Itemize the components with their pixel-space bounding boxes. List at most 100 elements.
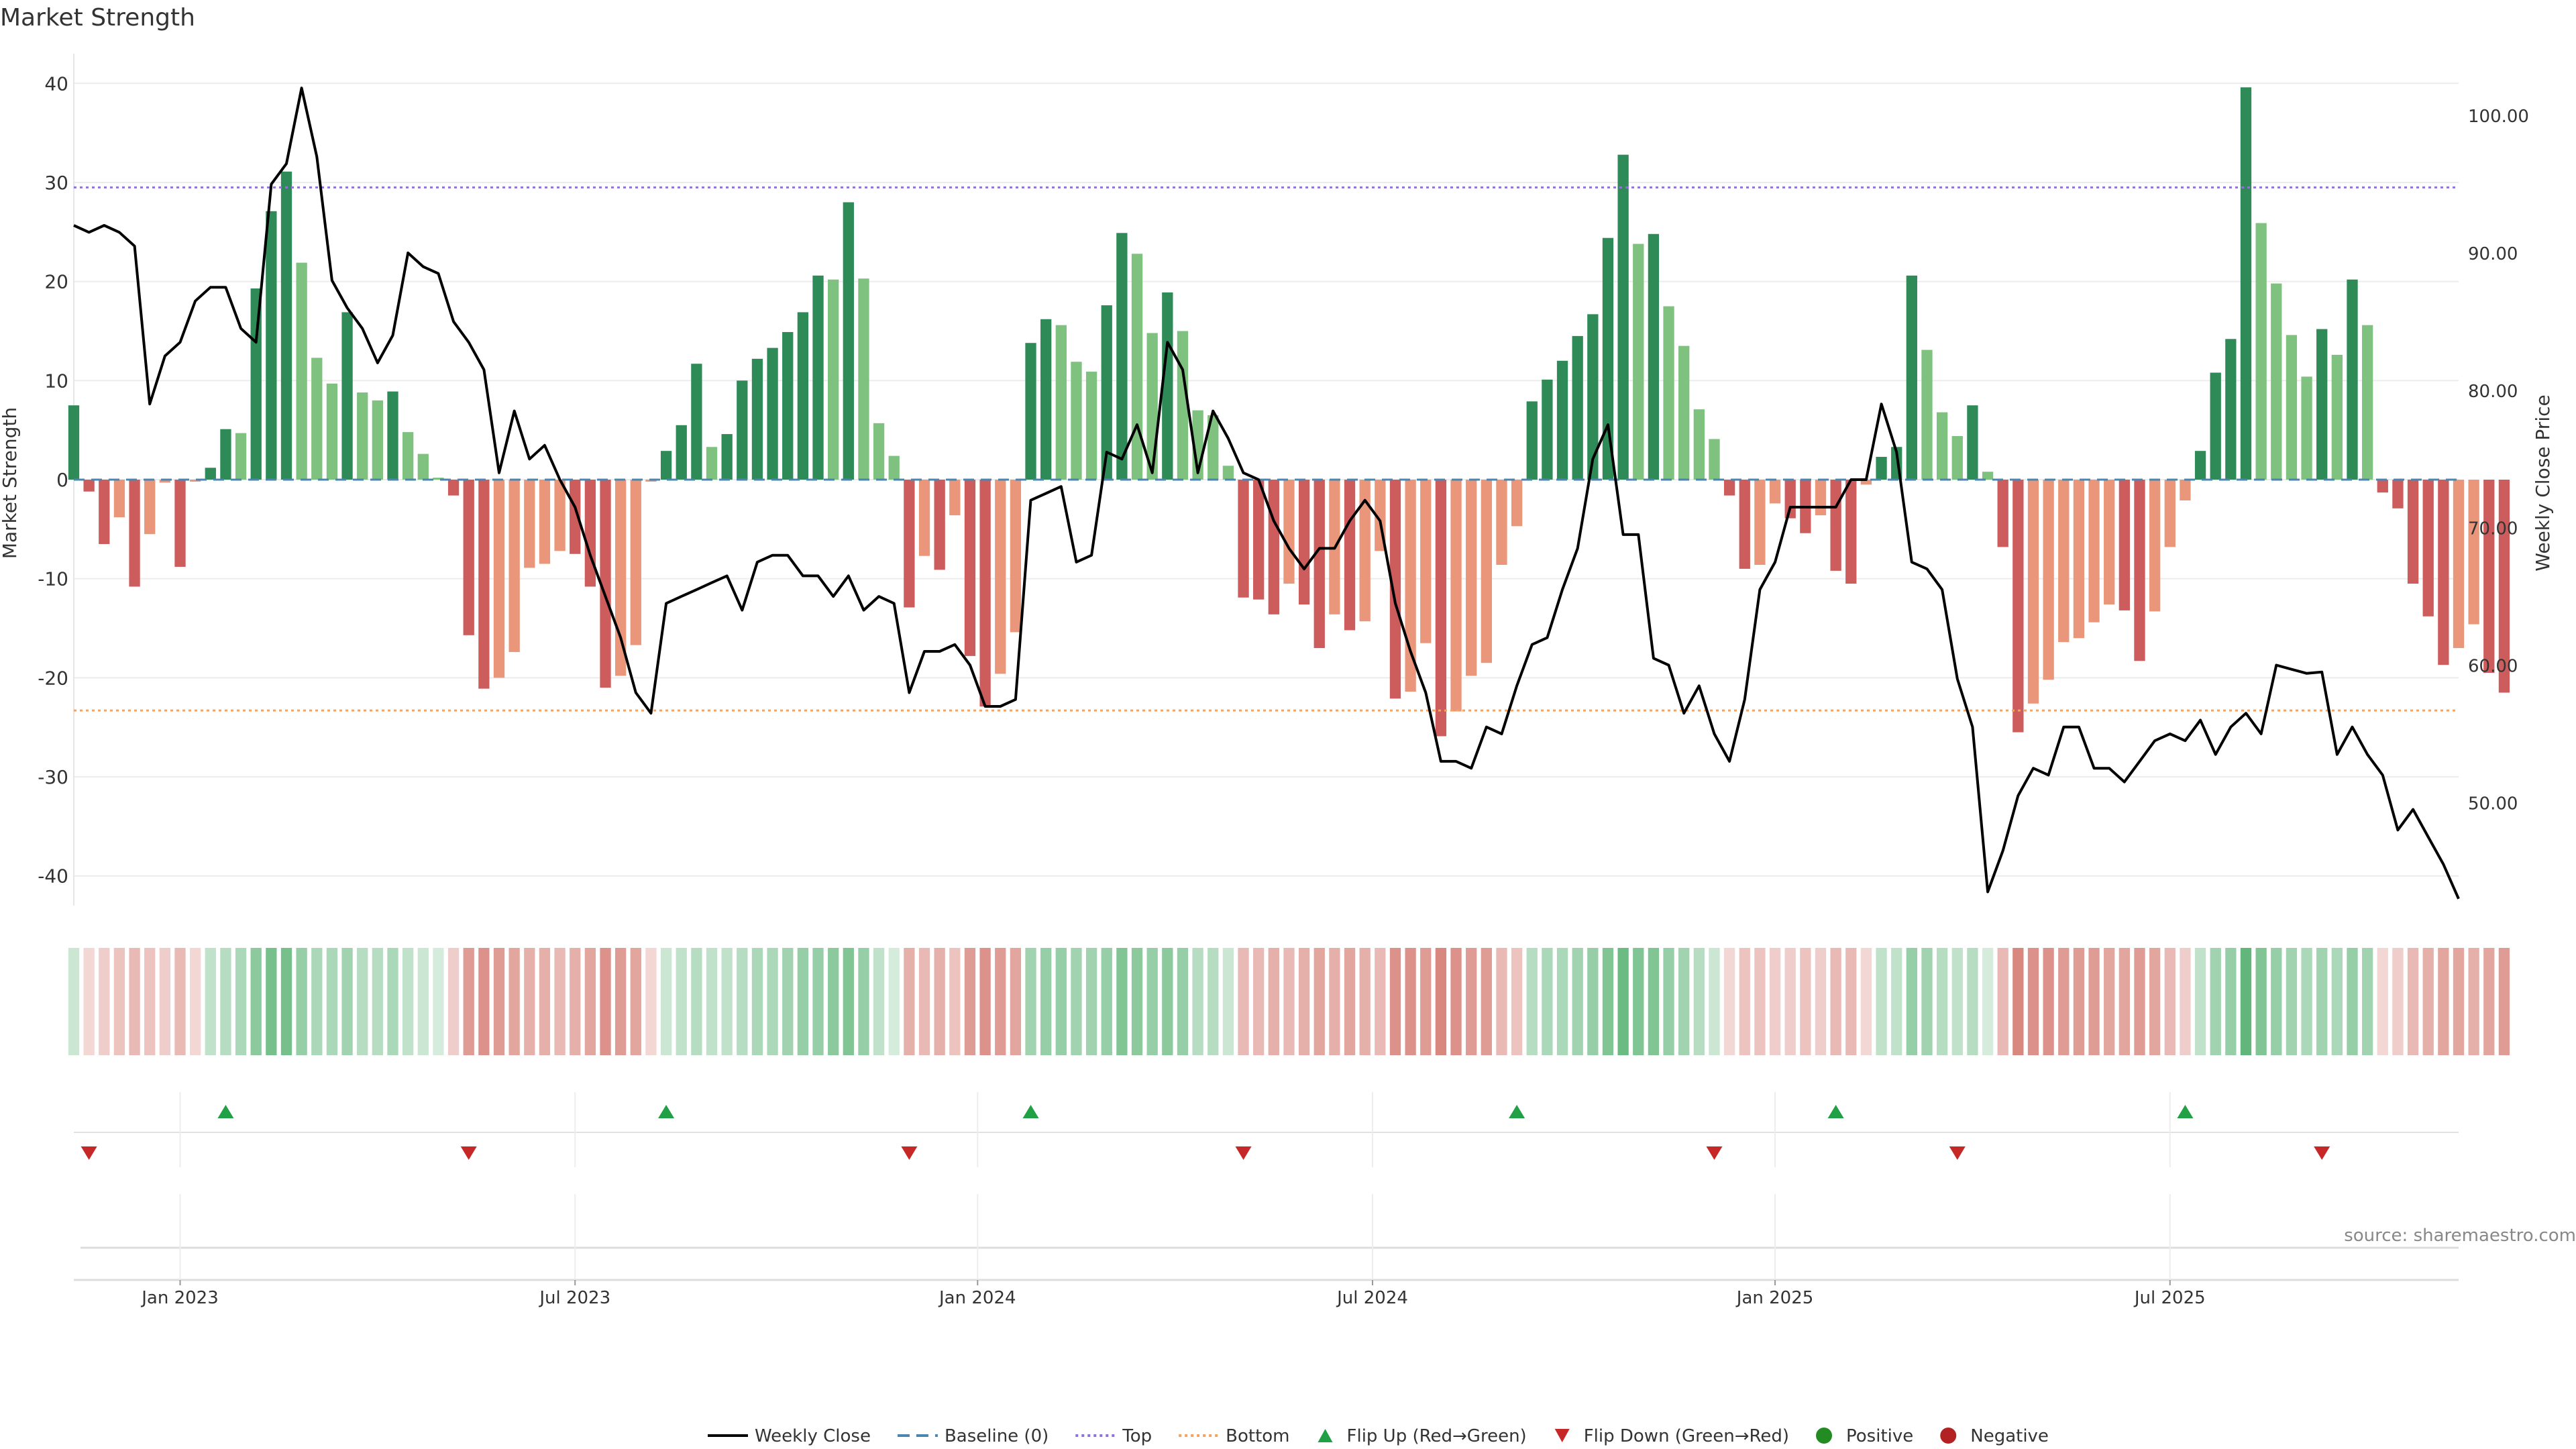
strip-cell (2271, 948, 2282, 1055)
strip-cell (949, 948, 961, 1055)
flip-down-marker (901, 1146, 918, 1160)
strength-bar (2134, 480, 2145, 661)
strength-bar (691, 364, 702, 480)
strip-cell (1906, 948, 1917, 1055)
strip-cell (402, 948, 414, 1055)
strip-cell (782, 948, 794, 1055)
strip-cell (1739, 948, 1750, 1055)
strength-bar (2012, 480, 2024, 733)
strength-bar (144, 480, 156, 535)
strip-cell (311, 948, 323, 1055)
y-tick-label: 0 (56, 469, 68, 491)
strength-bar (995, 480, 1006, 674)
strength-bar (1208, 415, 1219, 480)
strength-bar (615, 480, 627, 676)
strip-cell (1693, 948, 1705, 1055)
strength-bar (1556, 360, 1568, 480)
strength-bar (189, 480, 201, 482)
y-axis-title: Market Strength (0, 407, 21, 559)
strip-cell (296, 948, 307, 1055)
strip-cell (904, 948, 915, 1055)
strength-bar (2164, 480, 2176, 547)
strength-bar (220, 429, 231, 480)
strip-cell (1891, 948, 1902, 1055)
strength-bar (1359, 480, 1371, 622)
strength-bar (2301, 376, 2312, 480)
strength-bar (2377, 480, 2388, 493)
strength-bar (1511, 480, 1523, 527)
strength-bar (83, 480, 95, 492)
strip-cell (508, 948, 520, 1055)
strip-cell (1830, 948, 1841, 1055)
strength-bar (1283, 480, 1295, 584)
strength-bar (1663, 306, 1674, 480)
strength-bar (1876, 457, 1887, 480)
strength-bar (159, 480, 171, 483)
strip-cell (2073, 948, 2085, 1055)
strip-cell (174, 948, 186, 1055)
strength-bar (539, 480, 551, 564)
strip-cell (220, 948, 231, 1055)
strip-cell (417, 948, 429, 1055)
strip-cell (1405, 948, 1416, 1055)
strip-cell (706, 948, 718, 1055)
strip-cell (676, 948, 687, 1055)
strip-cell (83, 948, 95, 1055)
strength-bar (1769, 480, 1781, 504)
x-tick-label: Jul 2023 (538, 1288, 610, 1308)
strip-cell (1769, 948, 1781, 1055)
flip-up-marker (1827, 1105, 1844, 1118)
strength-bar (266, 211, 277, 480)
strip-cell (1389, 948, 1401, 1055)
y-axes: -40 -30 -20 -10 0 10 20 30 40 50.00 60.00 70.00 80.0… (38, 72, 2529, 887)
strip-cell (873, 948, 885, 1055)
strip-cell (1116, 948, 1128, 1055)
strength-bar (1951, 436, 1963, 480)
strength-bar (2043, 480, 2054, 680)
strength-bar (812, 275, 824, 480)
strip-cell (2225, 948, 2237, 1055)
strength-bar (2088, 480, 2100, 623)
flip-down-marker (2314, 1146, 2330, 1160)
strip-cell (539, 948, 551, 1055)
strip-cell (1921, 948, 1933, 1055)
strip-cell (1208, 948, 1219, 1055)
strength-bar (706, 447, 718, 480)
strip-cell (2149, 948, 2161, 1055)
strength-bar (417, 453, 429, 480)
strength-bar (235, 433, 247, 480)
strength-bar (570, 480, 581, 554)
strip-cell (326, 948, 338, 1055)
strength-bar (2316, 329, 2328, 480)
strip-cell (1876, 948, 1887, 1055)
strip-cell (2498, 948, 2510, 1055)
strength-bar (463, 480, 474, 635)
strength-bar (1085, 372, 1097, 480)
strip-cell (1754, 948, 1766, 1055)
strip-cell (1238, 948, 1249, 1055)
strip-cell (2453, 948, 2465, 1055)
strength-bar (1693, 409, 1705, 480)
strip-cell (600, 948, 611, 1055)
strength-bar (2180, 480, 2191, 501)
strip-cell (1162, 948, 1173, 1055)
strip-cell (1951, 948, 1963, 1055)
strip-cell (2438, 948, 2449, 1055)
flip-up-marker (217, 1105, 234, 1118)
strip-cell (1222, 948, 1234, 1055)
strip-cell (280, 948, 292, 1055)
strength-bar (721, 434, 733, 480)
strip-cell (934, 948, 945, 1055)
strip-cell (1526, 948, 1538, 1055)
strip-cell (2058, 948, 2070, 1055)
strip-cell (144, 948, 156, 1055)
strength-bar (2149, 480, 2161, 612)
strip-cell (2316, 948, 2328, 1055)
strength-bar (2361, 325, 2373, 480)
strength-bar (99, 480, 110, 544)
strength-bar (949, 480, 961, 516)
strip-cell (478, 948, 490, 1055)
legend-flip-down-label: Flip Down (Green→Red) (1584, 1426, 1789, 1446)
strip-cell (1602, 948, 1614, 1055)
strength-bar (1860, 480, 1872, 485)
